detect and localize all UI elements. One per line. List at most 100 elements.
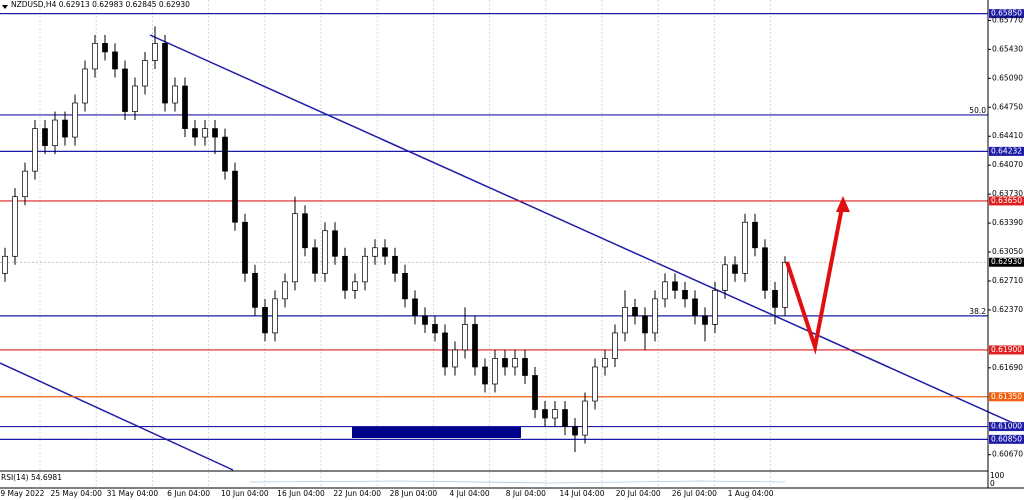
level-tag-bg [989,392,1024,402]
x-tick-label: 8 Jul 04:00 [506,489,546,498]
x-tick-label: 25 May 04:00 [50,489,102,498]
y-tick-label: 0.63390 [992,218,1023,227]
candle-body [342,255,348,291]
candle-body [652,298,658,334]
x-tick-label: 26 Jul 04:00 [672,489,717,498]
candles [2,26,788,453]
candle-body [572,426,578,436]
candle-body [402,272,408,300]
level-tag-label: 0.61350 [991,392,1022,401]
candle-body [352,281,358,291]
candle-body [112,51,118,70]
candle-body [482,366,488,385]
level-tag: 0.63650 [989,196,1024,206]
candle-body [82,68,88,104]
x-tick-label: 16 Jun 04:00 [277,489,325,498]
fib-label: 38.2 [969,307,986,316]
arrow [785,201,845,355]
candle-body [322,230,328,274]
candle-body [32,128,38,172]
x-tick-label: 22 Jun 04:00 [333,489,381,498]
y-tick-label: 0.64750 [992,102,1023,111]
candle-body [412,298,418,317]
candle-body [382,247,388,257]
candle-body [432,324,438,334]
candle-body [642,315,648,334]
candle-body [752,221,758,249]
candle-body [582,400,588,436]
candle-body [782,261,788,308]
level-tag-label: 0.61000 [991,422,1022,431]
candle-body [592,366,598,402]
y-tick-label: 0.62710 [992,276,1023,285]
candle-body [362,255,368,283]
candle-body [312,247,318,274]
indicator-scale: 100 [990,471,1005,480]
candle-body [462,324,468,351]
x-tick-label: 28 Jun 04:00 [390,489,438,498]
indicator-scale: 0 [990,479,995,488]
candle-body [742,221,748,274]
level-tag-label: 0.62930 [991,257,1022,266]
level-tag-bg [989,257,1024,267]
level-tag: 0.64232 [989,146,1024,156]
y-tick-label: 0.62370 [992,305,1023,314]
zone-rect [352,427,521,438]
x-tick-label: 4 Jul 04:00 [449,489,489,498]
candle-body [292,213,298,283]
candle-body [252,272,258,308]
candle-body [762,247,768,291]
level-tag: 0.60850 [989,434,1024,444]
x-tick-label: 19 May 2022 [0,489,45,498]
indicator-label: RSI(14) 54.6981 [1,473,62,482]
level-tag-bg [989,434,1024,444]
candle-body [472,324,478,368]
candle-body [2,255,8,274]
candle-body [12,196,18,257]
candle-body [672,281,678,291]
candle-body [302,213,308,249]
candle-body [142,60,148,87]
candle-body [62,119,68,138]
candle-body [452,349,458,368]
levels: 0.65850 0.64232 0.63650 0.62930 0.61900 0.613… [0,9,1024,444]
candle-body [332,230,338,257]
candle-body [562,409,568,427]
y-tick-label: 0.63050 [992,247,1023,256]
candle-body [522,358,528,376]
x-tick-label: 31 May 04:00 [107,489,159,498]
candle-body [212,128,218,138]
rsi-line [249,480,786,484]
candle-body [512,358,518,368]
x-tick-label: 14 Jul 04:00 [560,489,605,498]
candle-body [712,289,718,325]
candle-body [122,68,128,112]
level-tag-label: 0.63650 [991,196,1022,205]
y-tick-label: 0.64070 [992,160,1023,169]
candle-body [732,264,738,274]
candle-body [442,332,448,368]
candle-body [532,375,538,410]
candle-body [172,85,178,104]
candle-body [722,264,728,291]
candle-body [132,85,138,112]
menu-icon[interactable] [2,5,8,9]
y-tick-label: 0.65770 [992,15,1023,24]
candle-body [372,247,378,257]
candle-body [162,43,168,104]
candle-body [682,289,688,300]
level-tag: 0.62930 [989,257,1024,267]
candle-body [632,307,638,317]
candle-body [182,85,188,129]
level-tag-label: 0.61900 [991,345,1022,354]
arrow-head [836,196,850,212]
candle-body [492,358,498,385]
candle-body [42,128,48,146]
y-tick-label: 0.60670 [992,450,1023,459]
level-tag-bg [989,345,1024,355]
candle-body [392,255,398,274]
level-tag: 0.61000 [989,422,1024,432]
level-tag-label: 0.65850 [991,9,1022,18]
